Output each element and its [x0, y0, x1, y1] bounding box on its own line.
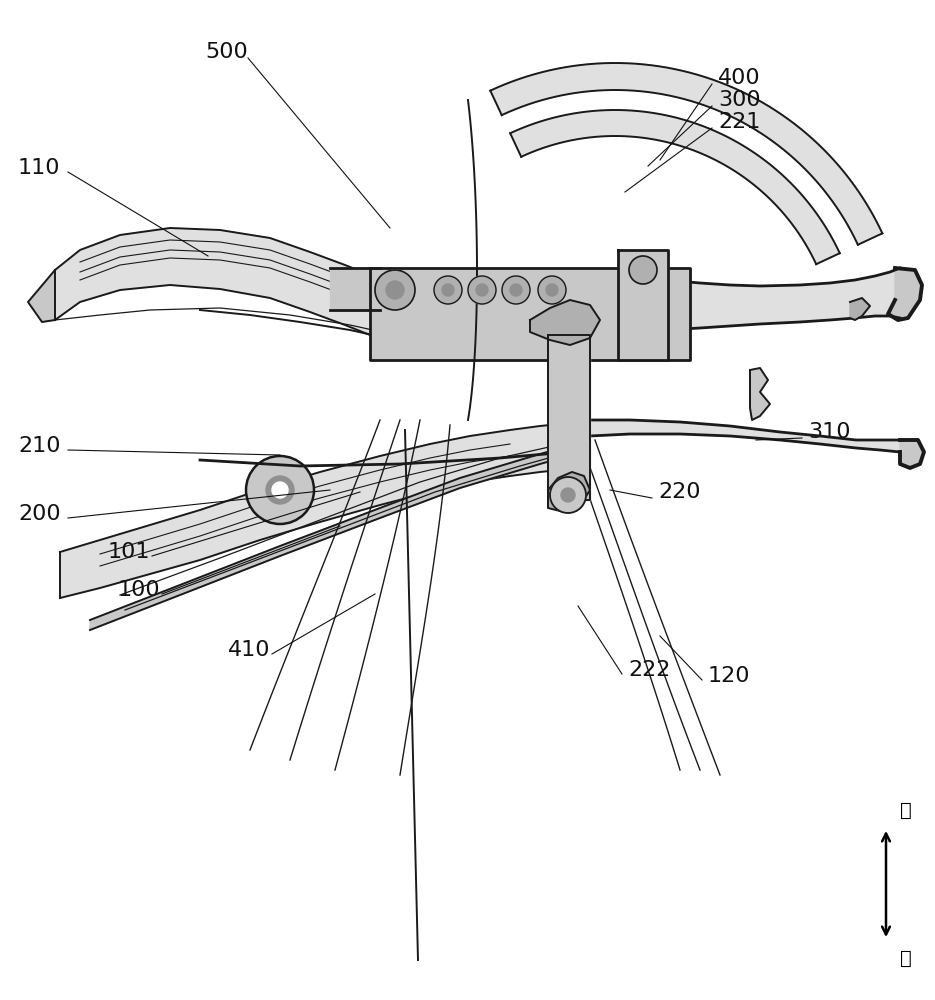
Polygon shape — [55, 228, 428, 355]
Circle shape — [538, 276, 566, 304]
Polygon shape — [90, 440, 590, 630]
Polygon shape — [850, 298, 870, 320]
Text: 310: 310 — [808, 422, 851, 442]
Text: 220: 220 — [658, 482, 700, 502]
Text: 210: 210 — [18, 436, 61, 456]
Text: 200: 200 — [18, 504, 61, 524]
Polygon shape — [490, 63, 883, 245]
Circle shape — [502, 276, 530, 304]
Text: 100: 100 — [118, 580, 161, 600]
Circle shape — [468, 276, 496, 304]
Text: 120: 120 — [708, 666, 751, 686]
Circle shape — [629, 256, 657, 284]
Circle shape — [476, 284, 488, 296]
Circle shape — [510, 284, 522, 296]
Text: 上: 上 — [900, 800, 912, 820]
Text: 410: 410 — [228, 640, 270, 660]
Text: 500: 500 — [205, 42, 248, 62]
Circle shape — [266, 476, 294, 504]
Text: 101: 101 — [108, 542, 151, 562]
Polygon shape — [28, 270, 55, 322]
Circle shape — [434, 276, 462, 304]
Polygon shape — [618, 250, 668, 360]
Polygon shape — [530, 300, 600, 345]
Polygon shape — [548, 335, 590, 500]
Text: 110: 110 — [18, 158, 61, 178]
Polygon shape — [665, 268, 900, 330]
Polygon shape — [555, 420, 900, 452]
Polygon shape — [370, 268, 690, 360]
Text: 300: 300 — [718, 90, 761, 110]
Circle shape — [561, 488, 575, 502]
Text: 400: 400 — [718, 68, 761, 88]
Polygon shape — [60, 424, 560, 598]
Circle shape — [246, 456, 314, 524]
Circle shape — [375, 270, 415, 310]
Circle shape — [546, 284, 558, 296]
Circle shape — [272, 482, 288, 498]
Text: 221: 221 — [718, 112, 760, 132]
Circle shape — [442, 284, 454, 296]
Polygon shape — [511, 110, 840, 264]
Circle shape — [386, 281, 404, 299]
Polygon shape — [750, 368, 770, 420]
Circle shape — [550, 477, 586, 513]
Polygon shape — [330, 268, 380, 310]
Polygon shape — [548, 472, 590, 512]
Text: 下: 下 — [900, 948, 912, 968]
Polygon shape — [900, 440, 924, 468]
Polygon shape — [888, 268, 922, 320]
Text: 222: 222 — [628, 660, 670, 680]
